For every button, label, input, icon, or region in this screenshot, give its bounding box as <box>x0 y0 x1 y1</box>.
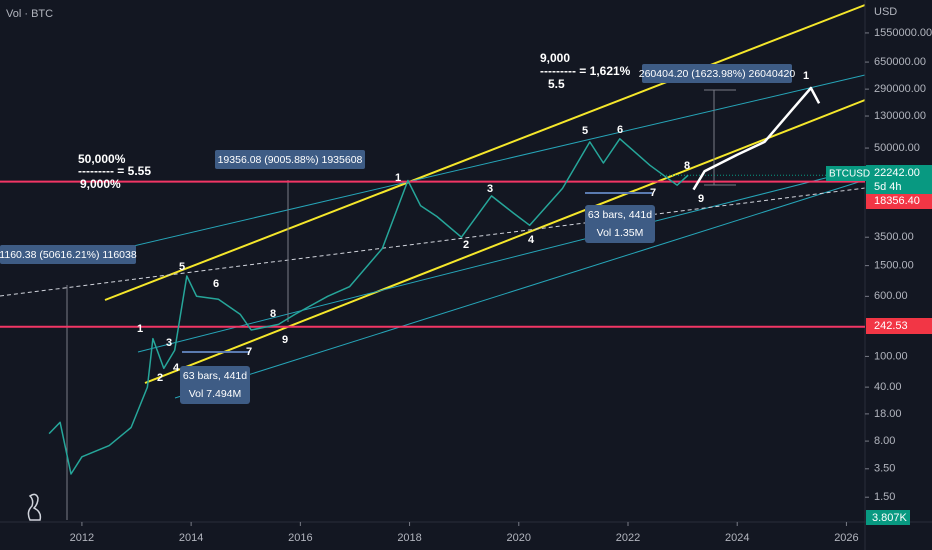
wave-label: 9 <box>698 193 704 205</box>
range-box <box>180 366 250 404</box>
symbol-box <box>826 166 866 181</box>
lower-channel <box>144 99 866 384</box>
wave-label: 3 <box>166 337 172 349</box>
annotation: 5.5 <box>548 77 565 91</box>
wave-label: 4 <box>173 362 180 374</box>
wave-label: 5 <box>179 261 185 273</box>
price-label-box <box>866 318 932 334</box>
wave-label: 3 <box>487 183 493 195</box>
upper-channel <box>104 4 866 301</box>
wave-label: 1 <box>137 323 143 335</box>
price-label-box <box>866 165 932 181</box>
y-tick-label: 290000.00 <box>874 83 926 95</box>
measure-label: 19356.08 (9005.88%) 1935608 <box>218 154 363 166</box>
price-label: 18356.40 <box>874 195 920 207</box>
wave-label: 7 <box>650 187 656 199</box>
range-label: 63 bars, 441d <box>588 209 652 221</box>
x-tick-label: 2014 <box>179 532 203 544</box>
measure-label: 260404.20 (1623.98%) 26040420 <box>639 68 796 80</box>
x-tick-label: 2018 <box>397 532 421 544</box>
x-tick-label: 2026 <box>834 532 858 544</box>
x-tick-label: 2022 <box>616 532 640 544</box>
symbol-label: BTCUSD <box>829 169 870 180</box>
x-tick-label: 2012 <box>70 532 94 544</box>
wave-label: 9 <box>282 334 288 346</box>
x-tick-label: 2016 <box>288 532 312 544</box>
cyan-channel-mid <box>137 167 866 353</box>
wave-label: 8 <box>270 308 276 320</box>
wave-label: 1 <box>803 70 809 82</box>
y-tick-label: 8.00 <box>874 435 895 447</box>
wave-label: 6 <box>617 124 623 136</box>
wave-label: 5 <box>582 125 588 137</box>
y-tick-label: 50000.00 <box>874 142 920 154</box>
y-tick-label: 18.00 <box>874 408 902 420</box>
volume-value: 3.807K <box>872 512 908 524</box>
cyan-channel-low <box>174 179 866 399</box>
measure-box <box>642 64 792 83</box>
wave-label: 2 <box>157 372 163 384</box>
volume-box <box>866 510 910 525</box>
wave-label: 6 <box>213 278 219 290</box>
y-tick-label: 1.50 <box>874 491 895 503</box>
x-tick-label: 2020 <box>507 532 531 544</box>
wave-label: 8 <box>684 160 690 172</box>
annotation: --------- = 1,621% <box>540 64 631 78</box>
measure-label: 1160.38 (50616.21%) 116038 <box>0 249 137 261</box>
wave-label: 4 <box>528 234 535 246</box>
countdown: 5d 4h <box>874 181 902 193</box>
price-label: 242.53 <box>874 320 908 332</box>
price-label: 22242.00 <box>874 167 920 179</box>
range-label: Vol 7.494M <box>189 388 242 400</box>
projection-line <box>692 86 821 191</box>
x-tick-label: 2024 <box>725 532 749 544</box>
annotation: 9,000 <box>540 51 570 65</box>
wave-label: 7 <box>246 346 252 358</box>
annotation: --------- = 5.55 <box>78 164 151 178</box>
y-tick-label: 40.00 <box>874 381 902 393</box>
y-tick-label: 600.00 <box>874 290 908 302</box>
y-tick-label: 130000.00 <box>874 110 926 122</box>
y-tick-label: 650000.00 <box>874 56 926 68</box>
price-line-series <box>48 138 689 475</box>
wave-label: 2 <box>463 239 469 251</box>
trend-dashed <box>0 187 866 297</box>
volume-label: Vol · BTC <box>6 8 53 20</box>
range-label: Vol 1.35M <box>597 227 644 239</box>
y-tick-label: 1500.00 <box>874 260 914 272</box>
y-tick-label: 1550000.00 <box>874 27 932 39</box>
countdown-box <box>866 180 932 194</box>
measure-box <box>215 150 365 169</box>
y-unit: USD <box>874 6 897 18</box>
logo <box>27 493 42 521</box>
range-box <box>585 205 655 243</box>
range-label: 63 bars, 441d <box>183 370 247 382</box>
y-tick-label: 3500.00 <box>874 231 914 243</box>
price-label-box <box>866 193 932 209</box>
wave-label: 1 <box>395 172 401 184</box>
annotation: 9,000% <box>80 177 121 191</box>
cyan-channel-top <box>64 74 866 263</box>
y-tick-label: 100.00 <box>874 350 908 362</box>
annotation: 50,000% <box>78 152 126 166</box>
y-tick-label: 3.50 <box>874 463 895 475</box>
measure-box <box>0 245 136 264</box>
